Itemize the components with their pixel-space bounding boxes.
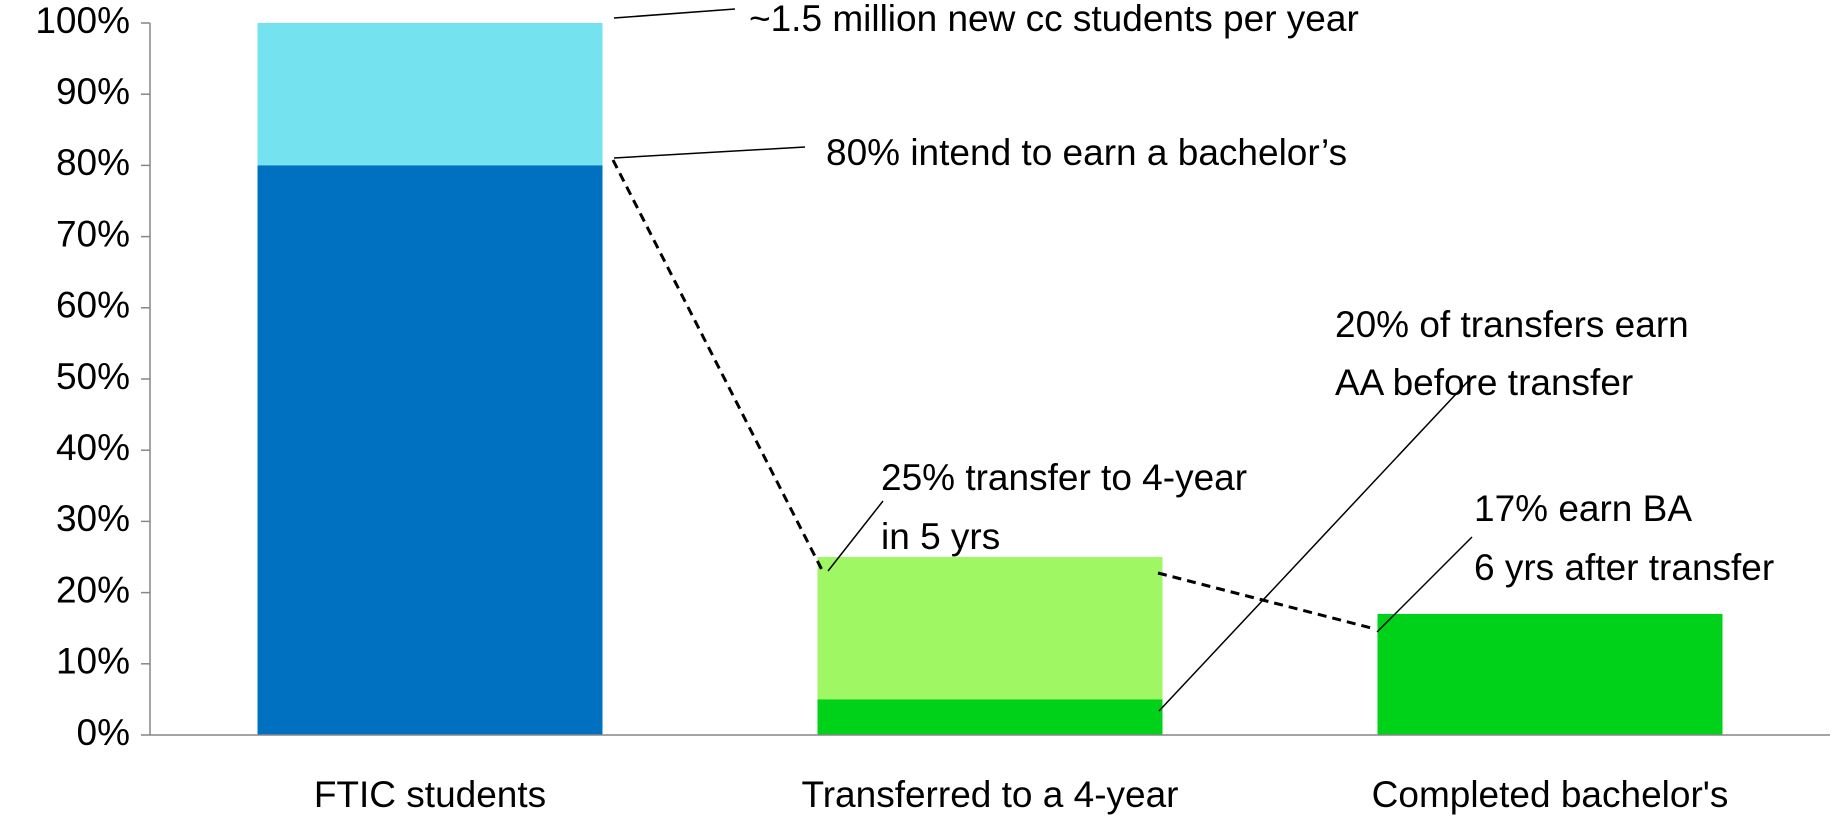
annotation: 25% transfer to 4-year bbox=[881, 457, 1247, 498]
y-tick-label: 70% bbox=[56, 213, 130, 254]
annotation: 17% earn BA bbox=[1474, 488, 1692, 529]
bar-segment bbox=[257, 23, 603, 166]
bar-segment bbox=[817, 557, 1163, 700]
y-tick-label: 20% bbox=[56, 569, 130, 610]
pointer-line bbox=[613, 146, 806, 159]
y-tick-label: 60% bbox=[56, 285, 130, 326]
bar-segment bbox=[817, 699, 1163, 735]
x-tick-label: Completed bachelor's bbox=[1372, 774, 1729, 815]
x-tick-label: FTIC students bbox=[314, 774, 546, 815]
annotation: ~1.5 million new cc students per year bbox=[749, 0, 1359, 39]
connector bbox=[611, 159, 824, 571]
y-tick-label: 30% bbox=[56, 498, 130, 539]
pointer-line bbox=[1158, 376, 1473, 712]
y-tick-label: 40% bbox=[56, 427, 130, 468]
y-tick-label: 50% bbox=[56, 356, 130, 397]
pointer-line bbox=[613, 8, 736, 19]
bar-segment bbox=[1377, 613, 1723, 735]
bar-segment bbox=[257, 165, 603, 735]
annotation: in 5 yrs bbox=[881, 516, 1000, 557]
connector bbox=[1157, 571, 1376, 631]
annotation: AA before transfer bbox=[1335, 362, 1633, 403]
y-tick-label: 80% bbox=[56, 142, 130, 183]
annotation: 6 yrs after transfer bbox=[1474, 547, 1774, 588]
annotation: 80% intend to earn a bachelor’s bbox=[826, 132, 1347, 173]
y-tick-label: 10% bbox=[56, 641, 130, 682]
x-tick-label: Transferred to a 4-year bbox=[801, 774, 1178, 815]
y-tick-label: 0% bbox=[77, 712, 130, 753]
pointer-line bbox=[1376, 536, 1473, 633]
y-tick-label: 90% bbox=[56, 71, 130, 112]
annotation: 20% of transfers earn bbox=[1335, 304, 1689, 345]
pointer-line bbox=[827, 500, 884, 572]
y-tick-label: 100% bbox=[35, 0, 130, 41]
